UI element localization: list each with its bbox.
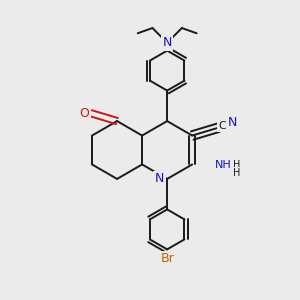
- Text: H: H: [232, 160, 240, 170]
- Text: C: C: [219, 121, 226, 130]
- Text: O: O: [80, 107, 89, 120]
- Text: N: N: [155, 172, 164, 185]
- Text: H: H: [232, 168, 240, 178]
- Text: NH: NH: [215, 160, 232, 170]
- Text: N: N: [227, 116, 237, 130]
- Text: N: N: [163, 36, 172, 49]
- Text: Br: Br: [160, 252, 174, 265]
